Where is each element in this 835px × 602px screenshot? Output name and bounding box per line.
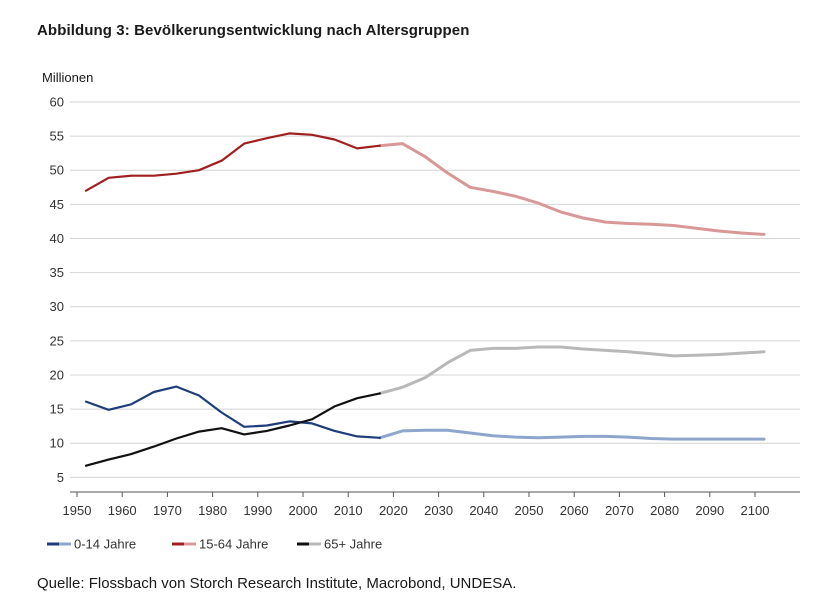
x-tick-label: 2050 [515,503,544,518]
y-tick-label: 25 [50,333,64,348]
x-axis [70,491,800,497]
x-axis-ticks: 1950 1960 1970 1980 1990 2000 2010 2020 2030 2040… [63,503,770,518]
series-line-historical-1 [84,132,381,192]
legend-label: 0-14 Jahre [74,537,136,552]
x-tick-label: 1980 [198,503,227,518]
source-note: Quelle: Flossbach von Storch Research In… [37,575,517,592]
x-tick-label: 2020 [379,503,408,518]
x-tick-label: 2000 [289,503,318,518]
series-line-projection-0 [378,428,766,441]
y-tick-label: 60 [50,95,64,110]
x-tick-label: 2090 [695,503,724,518]
gridlines [70,101,800,478]
y-tick-label: 45 [50,197,64,212]
x-tick-label: 2080 [650,503,679,518]
series-lines [84,132,766,467]
x-tick-label: 2070 [605,503,634,518]
y-tick-label: 5 [57,470,64,485]
x-tick-label: 2060 [560,503,589,518]
y-tick-label: 30 [50,299,64,314]
y-tick-label: 55 [50,129,64,144]
y-tick-label: 50 [50,163,64,178]
y-tick-label: 35 [50,265,64,280]
series-line-historical-0 [84,385,381,439]
x-tick-label: 2040 [469,503,498,518]
legend-label: 15-64 Jahre [199,537,268,552]
chart-title: Abbildung 3: Bevölkerungsentwicklung nac… [37,22,470,39]
series-line-historical-2 [84,392,381,467]
x-tick-label: 1970 [153,503,182,518]
x-tick-label: 1950 [63,503,92,518]
legend-label: 65+ Jahre [324,537,382,552]
y-tick-label: 20 [50,367,64,382]
x-tick-label: 2030 [424,503,453,518]
legend: 0-14 Jahre 15-64 Jahre 65+ Jahre [47,537,382,552]
x-tick-label: 1960 [108,503,137,518]
y-axis-ticks: 5 10 15 20 25 30 35 40 45 50 55 60 [50,95,64,485]
y-tick-label: 10 [50,436,64,451]
y-axis-label: Millionen [42,70,93,85]
x-tick-label: 1990 [243,503,272,518]
y-tick-label: 40 [50,231,64,246]
x-tick-label: 2100 [741,503,770,518]
series-line-projection-2 [378,345,766,395]
series-line-projection-1 [378,142,766,236]
y-tick-label: 15 [50,402,64,417]
x-tick-label: 2010 [334,503,363,518]
